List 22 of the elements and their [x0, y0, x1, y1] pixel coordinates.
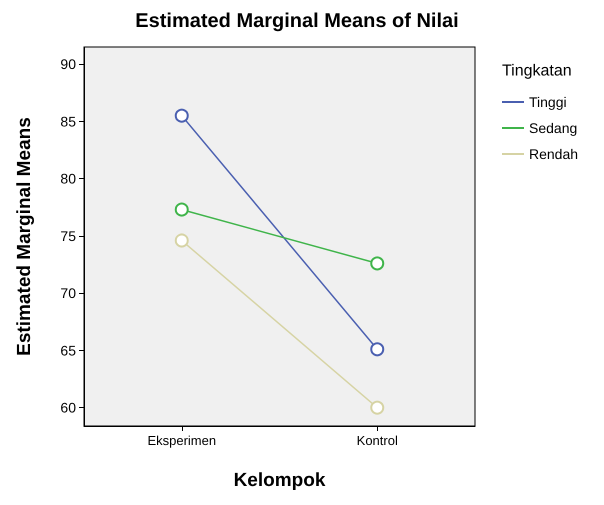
- y-tick-label: 70: [60, 285, 76, 302]
- legend-label: Sedang: [529, 120, 578, 136]
- x-tick-label: Eksperimen: [147, 433, 216, 448]
- y-tick-label: 65: [60, 342, 76, 358]
- y-tick-label: 75: [60, 228, 76, 244]
- point: [370, 256, 384, 270]
- point: [174, 202, 189, 217]
- x-tick-label: Kontrol: [356, 433, 398, 448]
- legend-title: Tingkatan: [502, 62, 572, 80]
- y-tick-label: 80: [60, 170, 76, 187]
- point: [174, 234, 189, 248]
- point: [370, 342, 384, 356]
- y-tick-label: 85: [60, 113, 76, 130]
- x-axis-title: Kelompok: [234, 470, 326, 491]
- point: [174, 108, 189, 123]
- legend-label: Tinggi: [529, 94, 567, 110]
- y-tick-label: 90: [60, 56, 76, 72]
- legend-label: Rendah: [529, 146, 578, 162]
- y-tick-label: 60: [60, 400, 76, 416]
- y-axis-title: Estimated Marginal Means: [14, 117, 35, 356]
- point: [370, 400, 384, 415]
- chart-title: Estimated Marginal Means of Nilai: [135, 10, 459, 32]
